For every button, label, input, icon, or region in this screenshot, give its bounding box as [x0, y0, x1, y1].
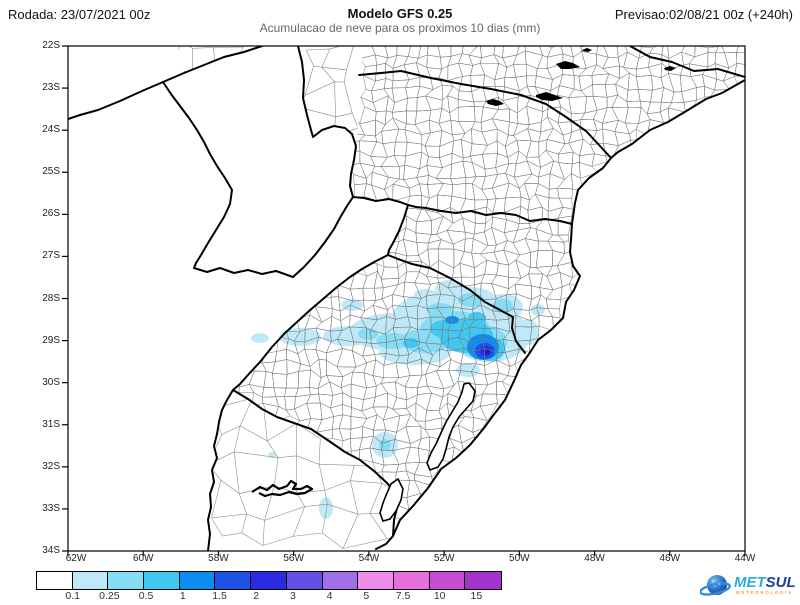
lon-label-44W: 44W — [734, 553, 756, 564]
legend-swatch-9 — [358, 572, 394, 589]
header: Rodada: 23/07/2021 00z Modelo GFS 0.25 A… — [0, 0, 800, 38]
legend-swatch-7 — [286, 572, 323, 589]
legend-swatch-11 — [429, 572, 466, 589]
map-layers — [68, 46, 745, 551]
lat-label-32S: 32S — [42, 460, 60, 472]
snow-contour-level-0 — [319, 497, 333, 519]
legend-swatch-1 — [72, 572, 109, 589]
lon-label-52W: 52W — [433, 553, 455, 564]
snow-contour-level-2 — [468, 312, 486, 324]
coastal-lagoons — [379, 382, 476, 522]
lat-label-27S: 27S — [42, 250, 60, 262]
legend-value-7.5: 7.5 — [395, 590, 411, 602]
lat-label-29S: 29S — [42, 334, 60, 346]
legend-value-4: 4 — [326, 590, 333, 602]
snow-contour-level-0 — [279, 328, 321, 346]
lat-label-33S: 33S — [42, 502, 60, 514]
legend-swatch-10 — [393, 572, 430, 589]
lat-label-34S: 34S — [42, 545, 60, 556]
legend-value-0.5: 0.5 — [138, 590, 154, 602]
legend-value-1.5: 1.5 — [212, 590, 227, 602]
model-title: Modelo GFS 0.25 — [347, 6, 453, 21]
legend-value-5: 5 — [363, 590, 370, 602]
map-subtitle: Acumulacao de neve para os proximos 10 d… — [259, 21, 541, 35]
metsul-logo: METSUL METEOROLOGIA — [699, 572, 800, 600]
snow-contour-level-0 — [456, 363, 480, 377]
legend-swatch-6 — [251, 572, 287, 589]
lat-label-26S: 26S — [42, 208, 60, 220]
axis-ticks — [62, 45, 746, 556]
legend-swatch-3 — [144, 572, 180, 589]
snow-contour-level-0 — [435, 280, 465, 296]
municipal-mesh-uruguay — [210, 397, 398, 549]
lon-label-62W: 62W — [65, 553, 87, 564]
legend-value-15: 15 — [470, 590, 483, 602]
lat-label-30S: 30S — [42, 376, 60, 388]
metsul-wordmark: METSUL — [734, 574, 796, 591]
snow-contour-level-6 — [484, 349, 490, 355]
lon-label-48W: 48W — [584, 553, 605, 564]
snow-accumulation-shading — [251, 280, 545, 519]
legend-value-10: 10 — [433, 590, 446, 602]
snow-contour-level-0 — [531, 304, 545, 316]
lon-label-58W: 58W — [208, 553, 229, 564]
legend-value-3: 3 — [289, 590, 296, 602]
snow-contour-level-2 — [430, 320, 460, 338]
legend-value-2: 2 — [253, 590, 260, 602]
snow-contour-level-2 — [403, 338, 419, 348]
lat-label-31S: 31S — [42, 418, 60, 430]
legend-value-0.1: 0.1 — [65, 590, 80, 602]
legend-swatch-0 — [37, 572, 73, 589]
lon-label-46W: 46W — [659, 553, 681, 564]
municipal-mesh-brazil — [233, 46, 745, 519]
model-run-label: Rodada: 23/07/2021 00z — [8, 7, 151, 22]
lat-label-24S: 24S — [42, 124, 60, 136]
lon-label-54W: 54W — [358, 553, 380, 564]
lat-label-23S: 23S — [42, 82, 60, 94]
lat-label-28S: 28S — [42, 292, 60, 304]
legend-swatch-5 — [215, 572, 252, 589]
lon-label-60W: 60W — [132, 553, 154, 564]
legend-swatch-12 — [465, 572, 501, 589]
legend-value-0.25: 0.25 — [99, 590, 120, 602]
metsul-globe-icon — [699, 575, 731, 596]
snow-contour-level-0 — [517, 319, 539, 345]
legend-swatch-2 — [108, 572, 145, 589]
lon-label-50W: 50W — [509, 553, 530, 564]
snow-contour-level-0 — [251, 333, 269, 343]
municipal-mesh-wedge — [178, 46, 359, 141]
political-borders — [68, 46, 745, 551]
snow-contour-level-1 — [358, 328, 378, 340]
metsul-tagline: METEOROLOGIA — [736, 590, 793, 595]
snow-contour-level-1 — [379, 439, 391, 451]
snow-contour-level-1 — [427, 303, 453, 317]
legend-swatch-8 — [322, 572, 359, 589]
lat-label-22S: 22S — [42, 40, 60, 51]
legend-value-1: 1 — [179, 590, 186, 602]
lat-label-25S: 25S — [42, 166, 60, 178]
urban-water-marks — [251, 48, 676, 498]
lon-label-56W: 56W — [283, 553, 304, 564]
forecast-valid-label: Previsao:02/08/21 00z (+240h) — [614, 7, 793, 22]
legend-swatch-4 — [179, 572, 216, 589]
legend-colorbar — [36, 571, 502, 590]
